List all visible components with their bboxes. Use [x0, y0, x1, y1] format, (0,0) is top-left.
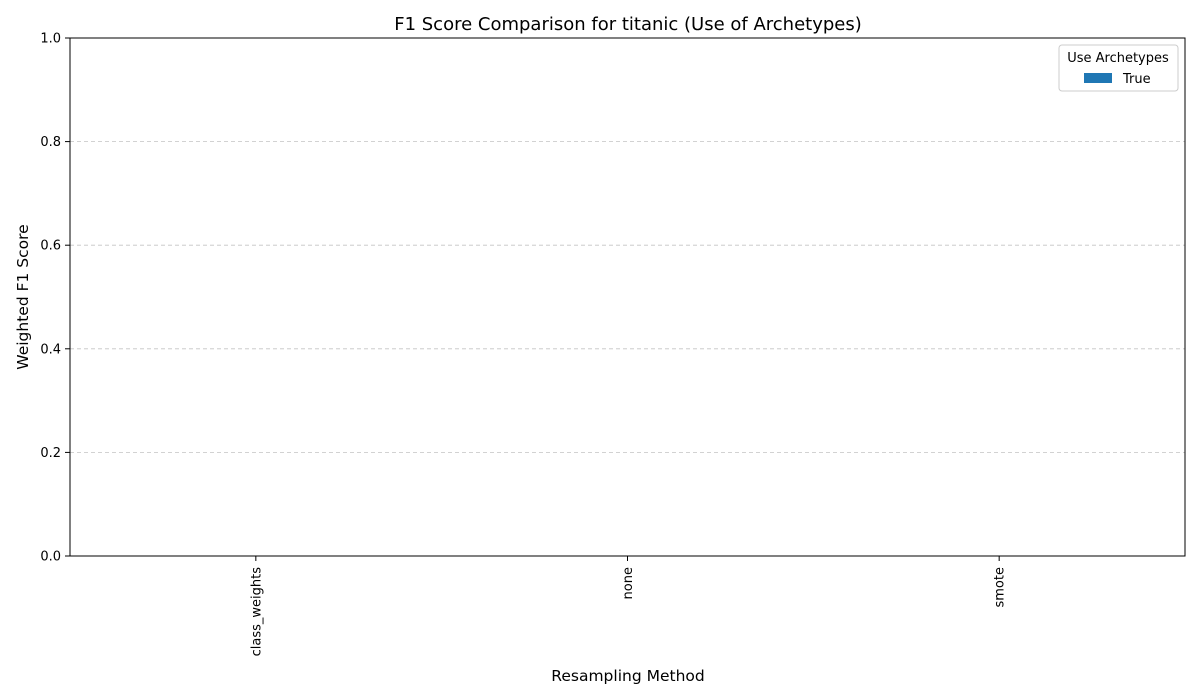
y-axis-label: Weighted F1 Score: [14, 224, 32, 369]
legend-label-true: True: [1122, 72, 1151, 87]
y-axis-ticks: 0.0 0.2 0.4 0.6 0.8 1.0: [40, 32, 70, 565]
legend-swatch-true: [1084, 73, 1112, 83]
y-tick-label: 0.2: [40, 446, 61, 461]
y-tick-label: 1.0: [40, 32, 61, 47]
x-axis-ticks: class_weights none smote: [249, 556, 1008, 657]
x-tick-label: none: [621, 567, 636, 599]
y-tick-label: 0.0: [40, 550, 61, 565]
x-tick-label: smote: [993, 567, 1008, 608]
y-tick-label: 0.8: [40, 135, 61, 150]
grid-lines: [70, 141, 1185, 453]
chart-title: F1 Score Comparison for titanic (Use of …: [394, 14, 862, 35]
x-axis-label: Resampling Method: [551, 667, 704, 685]
plot-area-frame: [69, 37, 1186, 557]
legend-title: Use Archetypes: [1067, 51, 1169, 66]
y-tick-label: 0.6: [40, 239, 61, 254]
x-tick-label: class_weights: [249, 567, 264, 657]
legend: Use Archetypes True: [1058, 44, 1179, 92]
y-tick-label: 0.4: [40, 342, 61, 357]
